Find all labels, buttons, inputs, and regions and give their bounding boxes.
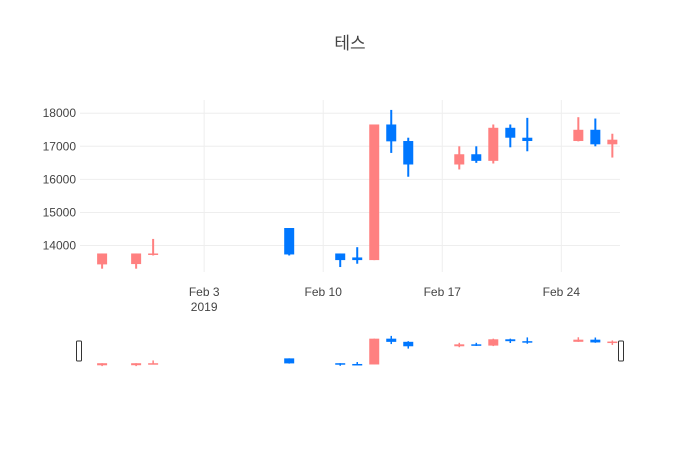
range-slider-right-handle[interactable] <box>618 340 624 362</box>
slider-candle-body <box>454 344 465 347</box>
slider-candle-body <box>386 338 397 342</box>
candle-body <box>505 127 516 138</box>
slider-candle-body <box>505 339 516 342</box>
candle-body <box>471 154 482 161</box>
candle-body <box>403 141 414 165</box>
candle-body <box>488 127 499 161</box>
slider-candle-body <box>573 339 584 342</box>
candle-body <box>97 253 108 265</box>
candle-body <box>573 129 584 142</box>
candle-body <box>454 154 465 165</box>
y-tick-label: 18000 <box>43 106 77 120</box>
slider-candle-body <box>590 339 601 343</box>
x-tick-label: Feb 24 <box>543 285 581 299</box>
range-slider[interactable] <box>76 335 624 367</box>
slider-candle-body <box>148 363 159 365</box>
candle-body <box>369 124 380 261</box>
slider-candle-body <box>403 341 414 347</box>
slider-candle-body <box>522 341 533 343</box>
candles <box>97 109 618 269</box>
slider-candle-body <box>352 363 363 366</box>
slider-candle-body <box>284 358 295 364</box>
x-tick-label: Feb 3 <box>189 285 220 299</box>
slider-candle-body <box>488 339 499 346</box>
slider-candle-body <box>369 338 380 365</box>
candle-body <box>522 137 533 142</box>
candle-body <box>386 124 397 142</box>
grid-lines <box>80 100 620 272</box>
y-tick-label: 17000 <box>43 139 77 153</box>
x-tick-label: Feb 10 <box>305 285 343 299</box>
slider-candle-body <box>335 363 346 365</box>
slider-candle-body <box>471 344 482 346</box>
candle-body <box>352 257 363 261</box>
candle-body <box>131 253 142 265</box>
candle-body <box>607 139 618 145</box>
slider-candle-body <box>131 363 142 366</box>
y-tick-label: 14000 <box>43 239 77 253</box>
y-tick-label: 15000 <box>43 205 77 219</box>
y-axis: 14000 15000 16000 17000 18000 <box>43 106 77 252</box>
y-tick-label: 16000 <box>43 172 77 186</box>
chart-title: 테스 <box>334 34 365 54</box>
candle-body <box>284 228 295 255</box>
x-tick-year-label: 2019 <box>191 300 218 314</box>
range-slider-left-handle[interactable] <box>76 340 82 362</box>
candle-body <box>590 129 601 145</box>
slider-candle-body <box>607 341 618 344</box>
x-tick-label: Feb 17 <box>424 285 462 299</box>
slider-candle-body <box>97 363 108 366</box>
candle-body <box>335 253 346 261</box>
candle-body <box>148 253 159 255</box>
